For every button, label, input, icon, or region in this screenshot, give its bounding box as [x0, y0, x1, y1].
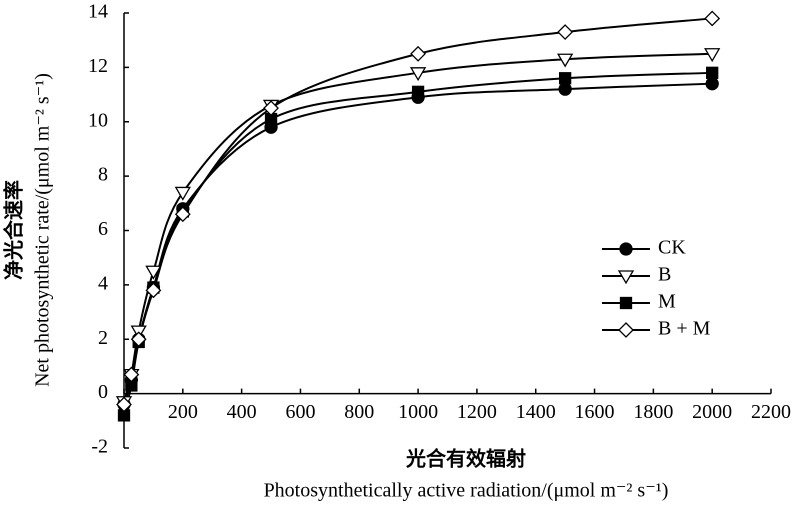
y-axis-label: Net photosynthetic rate/(μmol m⁻² s⁻¹): [32, 73, 54, 387]
x-tick-label: 600: [285, 401, 315, 423]
point: [145, 265, 162, 280]
y-tick-label: 10: [88, 109, 108, 131]
y-tick-label: 4: [98, 272, 108, 294]
x-tick-label: 2200: [751, 401, 791, 423]
x-axis-label: Photosynthetically active radiation/(μmo…: [264, 480, 669, 502]
point: [558, 72, 572, 85]
point: [557, 24, 574, 40]
point: [557, 53, 574, 68]
x-tick-label: 200: [168, 401, 198, 423]
point: [409, 67, 427, 82]
y-tick-label: 8: [98, 164, 108, 186]
series-curve: [123, 17, 713, 405]
x-tick-label: 2000: [692, 401, 732, 423]
y-tick-label: 12: [88, 55, 108, 77]
legend-label: M: [658, 291, 676, 313]
x-tick-label: 400: [227, 401, 257, 423]
point: [145, 282, 162, 299]
x-tick-label: 1800: [633, 401, 673, 423]
legend-marker: [619, 296, 633, 310]
y-tick-label: 2: [98, 327, 108, 349]
legend-label: B: [658, 264, 671, 286]
point: [558, 82, 572, 96]
point: [411, 85, 425, 98]
legend-marker: [617, 270, 635, 285]
point: [410, 45, 427, 62]
y-tick-label: -2: [91, 436, 108, 458]
legend-label: B + M: [658, 318, 711, 340]
point: [174, 206, 191, 223]
legend-label: CK: [658, 237, 686, 259]
series-curve: [123, 52, 713, 403]
point: [704, 48, 721, 63]
y-tick-label: 14: [88, 1, 108, 23]
x-axis-label-cn: 光合有效辐射: [405, 447, 526, 471]
y-tick-label: 6: [98, 218, 108, 240]
point: [116, 396, 132, 413]
x-tick-label: 1000: [398, 401, 438, 423]
point: [130, 331, 147, 348]
x-tick-label: 1200: [457, 401, 497, 423]
point: [705, 77, 719, 91]
x-tick-label: 800: [344, 401, 374, 423]
point: [704, 10, 721, 27]
x-tick-label: 1600: [575, 401, 615, 423]
legend-marker: [619, 242, 633, 256]
y-axis-label-cn: 净光合速率: [2, 180, 26, 280]
y-tick-label: 0: [98, 381, 108, 403]
point: [263, 100, 279, 117]
point: [706, 66, 719, 79]
point: [123, 366, 140, 383]
x-tick-label: 1400: [516, 401, 556, 423]
point: [174, 186, 191, 201]
legend-marker: [618, 322, 634, 338]
